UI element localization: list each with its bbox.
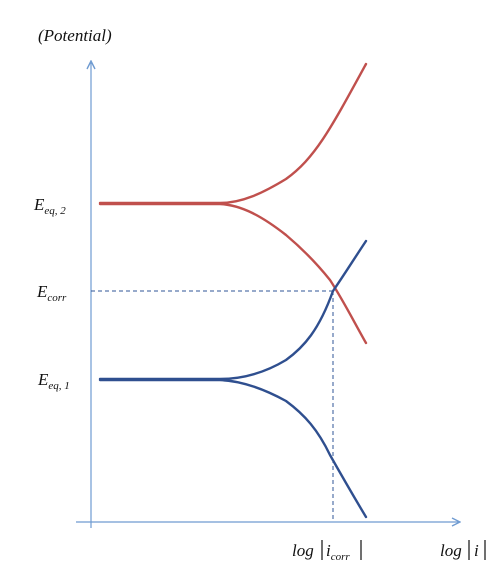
- icorr-main-var: icorr: [326, 541, 350, 563]
- x-axis-label: log i: [440, 540, 486, 560]
- blue-anodic-curve: [98, 239, 368, 381]
- corr-label: Ecorr: [36, 282, 67, 304]
- icorr-log-text: log: [292, 541, 314, 560]
- x-axis-var: i: [474, 541, 479, 560]
- eq1-main: E: [37, 370, 49, 389]
- red-anodic-curve: [98, 62, 368, 205]
- icorr-main: i: [326, 541, 331, 560]
- blue-cathodic-curve: [98, 378, 368, 519]
- icorr-label: log icorr: [292, 540, 362, 563]
- x-axis-log-text: log: [440, 541, 462, 560]
- eq2-label: Eeq, 2: [33, 195, 66, 217]
- corr-main: E: [36, 282, 48, 301]
- corr-subscript: corr: [47, 292, 67, 304]
- eq2-subscript: eq, 2: [44, 205, 66, 217]
- icorr-subscript: corr: [331, 551, 351, 563]
- eq1-label: Eeq, 1: [37, 370, 70, 392]
- y-axis-label: (Potential): [38, 26, 112, 45]
- eq1-subscript: eq, 1: [48, 380, 69, 392]
- eq2-main: E: [33, 195, 45, 214]
- red-cathodic-curve: [98, 202, 368, 345]
